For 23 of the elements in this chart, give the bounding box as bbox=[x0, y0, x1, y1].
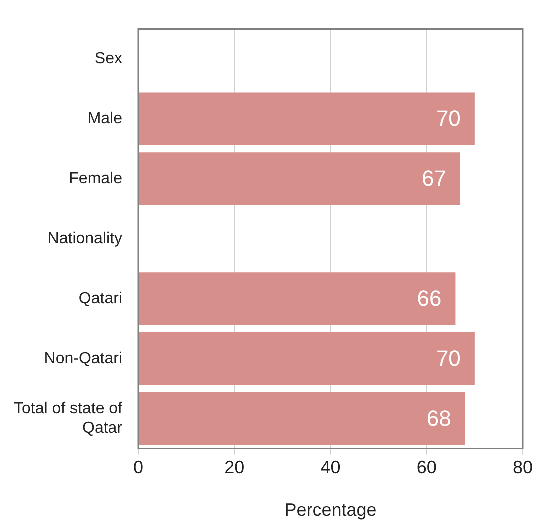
bar bbox=[139, 332, 475, 386]
data-label: 70 bbox=[436, 346, 461, 371]
data-label: 70 bbox=[436, 106, 461, 132]
bar bbox=[139, 272, 456, 326]
y-tick-label: Male bbox=[88, 110, 123, 128]
data-label: 67 bbox=[422, 166, 447, 192]
x-tick-label: 60 bbox=[416, 458, 437, 478]
x-tick-label: 80 bbox=[512, 458, 534, 478]
x-axis-title: Percentage bbox=[284, 500, 377, 520]
x-tick-label: 40 bbox=[320, 458, 341, 478]
data-label: 68 bbox=[426, 406, 452, 431]
x-tick-label: 0 bbox=[134, 458, 144, 478]
bar bbox=[139, 392, 466, 446]
y-tick-label: Non-Qatari bbox=[44, 350, 123, 368]
x-tick-label: 20 bbox=[224, 458, 245, 478]
y-tick-label: Female bbox=[69, 170, 123, 188]
y-tick-label: Sex bbox=[94, 50, 123, 68]
y-tick-label: Nationality bbox=[48, 230, 123, 248]
y-tick-label: Qatari bbox=[78, 290, 123, 308]
data-label: 66 bbox=[417, 286, 442, 312]
bar bbox=[139, 92, 475, 146]
y-tick-label: Total of state of Qatar bbox=[14, 400, 124, 437]
bar bbox=[139, 152, 461, 206]
